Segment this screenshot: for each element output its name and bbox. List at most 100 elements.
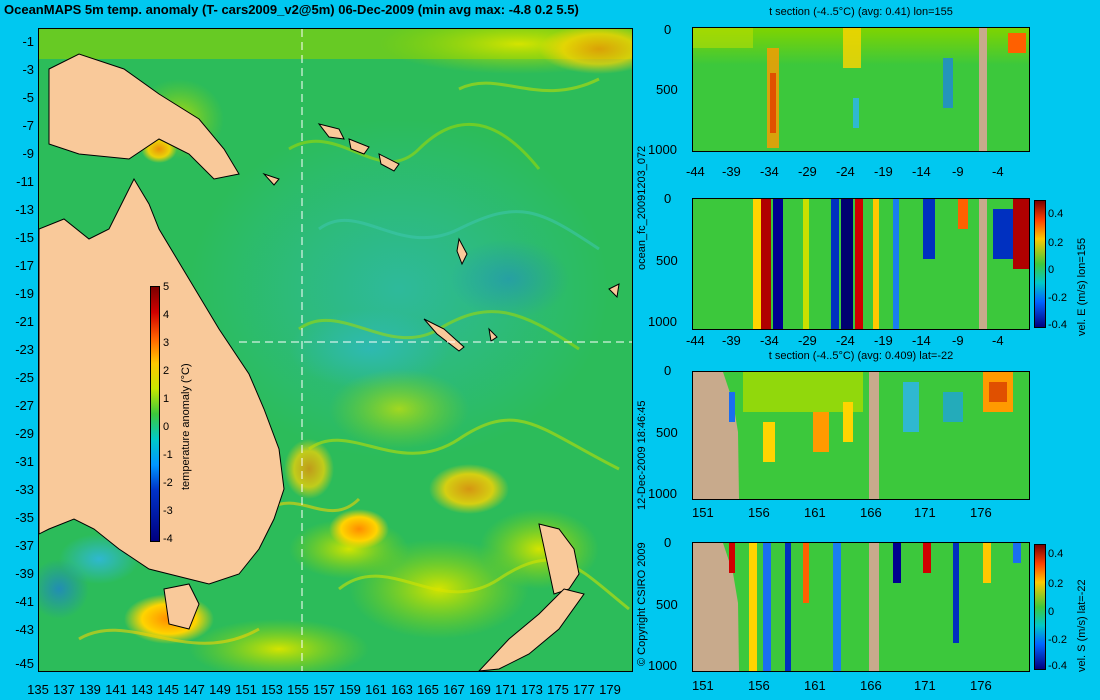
y-tick: -17 — [15, 258, 34, 273]
y-tick: -1 — [22, 34, 34, 49]
x-tick: 156 — [748, 678, 770, 693]
x-tick: -19 — [874, 164, 893, 179]
section-canvas — [693, 372, 1013, 499]
x-tick: 147 — [183, 682, 205, 697]
y-tick: 0 — [664, 535, 672, 550]
temperature-anomaly-map[interactable] — [38, 28, 633, 672]
x-tick: 173 — [521, 682, 543, 697]
section-canvas — [693, 28, 1026, 151]
colorbar-tick: -4 — [163, 533, 173, 545]
x-tick: 151 — [692, 678, 714, 693]
colorbar-tick: 0.4 — [1048, 208, 1064, 220]
x-tick: 153 — [261, 682, 283, 697]
map-colorbar-label: temperature anomaly (°C) — [180, 363, 192, 490]
x-tick: -44 — [686, 333, 705, 348]
x-tick: 169 — [469, 682, 491, 697]
y-tick: 1000 — [648, 658, 677, 673]
colorbar-tick: -0.2 — [1048, 634, 1067, 646]
colorbar-tick: -3 — [163, 505, 173, 517]
y-tick: 500 — [656, 425, 678, 440]
vel-east-colorbar — [1034, 200, 1046, 328]
x-tick: -29 — [798, 333, 817, 348]
x-tick: 171 — [914, 678, 936, 693]
y-tick: -13 — [15, 202, 34, 217]
colorbar-tick: 1 — [163, 393, 170, 405]
y-tick: -31 — [15, 454, 34, 469]
x-tick: 143 — [131, 682, 153, 697]
vel-south-section-lat-22[interactable] — [692, 542, 1030, 672]
y-tick: -7 — [22, 118, 34, 133]
x-tick: -4 — [992, 333, 1004, 348]
x-tick: -29 — [798, 164, 817, 179]
map-canvas — [39, 29, 632, 671]
y-tick: -37 — [15, 538, 34, 553]
x-tick: -14 — [912, 333, 931, 348]
x-tick: -44 — [686, 164, 705, 179]
x-tick: 135 — [27, 682, 49, 697]
panel-1-title: t section (-4..5°C) (avg: 0.41) lon=155 — [769, 6, 953, 18]
y-tick: -27 — [15, 398, 34, 413]
x-tick: 141 — [105, 682, 127, 697]
y-tick: -45 — [15, 656, 34, 671]
x-tick: 176 — [970, 678, 992, 693]
x-tick: -24 — [836, 333, 855, 348]
y-tick: 500 — [656, 82, 678, 97]
temp-section-lat-22[interactable] — [692, 371, 1030, 500]
y-tick: -25 — [15, 370, 34, 385]
y-tick: 1000 — [648, 314, 677, 329]
x-tick: -19 — [874, 333, 893, 348]
vel-south-colorbar — [1034, 544, 1046, 670]
x-tick: 157 — [313, 682, 335, 697]
y-tick: -21 — [15, 314, 34, 329]
copyright-label: © Copyright CSIRO 2009 — [636, 542, 648, 666]
y-tick: -23 — [15, 342, 34, 357]
x-tick: -39 — [722, 164, 741, 179]
x-tick: 161 — [804, 678, 826, 693]
y-tick: 0 — [664, 22, 672, 37]
colorbar-tick: 4 — [163, 309, 170, 321]
x-tick: -39 — [722, 333, 741, 348]
temp-section-lon155[interactable] — [692, 27, 1030, 152]
panel-3-title: t section (-4..5°C) (avg: 0.409) lat=-22 — [768, 350, 954, 362]
x-tick: 145 — [157, 682, 179, 697]
y-tick: 0 — [664, 363, 672, 378]
colorbar-tick: -2 — [163, 477, 173, 489]
x-tick: 155 — [287, 682, 309, 697]
x-tick: 176 — [970, 505, 992, 520]
colorbar-tick: 5 — [163, 281, 170, 293]
x-tick: 167 — [443, 682, 465, 697]
x-tick: 137 — [53, 682, 75, 697]
x-tick: 161 — [804, 505, 826, 520]
timestamp-label: 12-Dec-2009 18:46:45 — [636, 400, 648, 510]
colorbar-tick: 0 — [1048, 264, 1055, 276]
section-canvas — [693, 543, 1021, 671]
page-title: OceanMAPS 5m temp. anomaly (T- cars2009_… — [4, 2, 579, 17]
run-id-label: ocean_fc_20091203_072 — [636, 145, 648, 270]
y-tick: -15 — [15, 230, 34, 245]
x-tick: 179 — [599, 682, 621, 697]
vel-south-colorbar-label: vel. S (m/s) lat=-22 — [1076, 579, 1088, 672]
colorbar-tick: 2 — [163, 365, 170, 377]
y-tick: -41 — [15, 594, 34, 609]
x-tick: 166 — [860, 505, 882, 520]
colorbar-tick: 0 — [1048, 606, 1055, 618]
x-tick: 171 — [495, 682, 517, 697]
x-tick: 159 — [339, 682, 361, 697]
y-tick: 1000 — [648, 142, 677, 157]
y-tick: -43 — [15, 622, 34, 637]
section-canvas — [753, 199, 1029, 329]
x-tick: 166 — [860, 678, 882, 693]
colorbar-tick: -0.4 — [1048, 319, 1067, 331]
x-tick: 165 — [417, 682, 439, 697]
x-tick: 151 — [692, 505, 714, 520]
x-tick: -9 — [952, 333, 964, 348]
x-tick: -14 — [912, 164, 931, 179]
x-tick: -34 — [760, 164, 779, 179]
y-tick: -39 — [15, 566, 34, 581]
x-tick: 175 — [547, 682, 569, 697]
vel-east-section-lon155[interactable] — [692, 198, 1030, 330]
y-tick: 500 — [656, 253, 678, 268]
y-tick: -11 — [16, 174, 34, 189]
x-tick: -4 — [992, 164, 1004, 179]
y-tick: -9 — [22, 146, 34, 161]
